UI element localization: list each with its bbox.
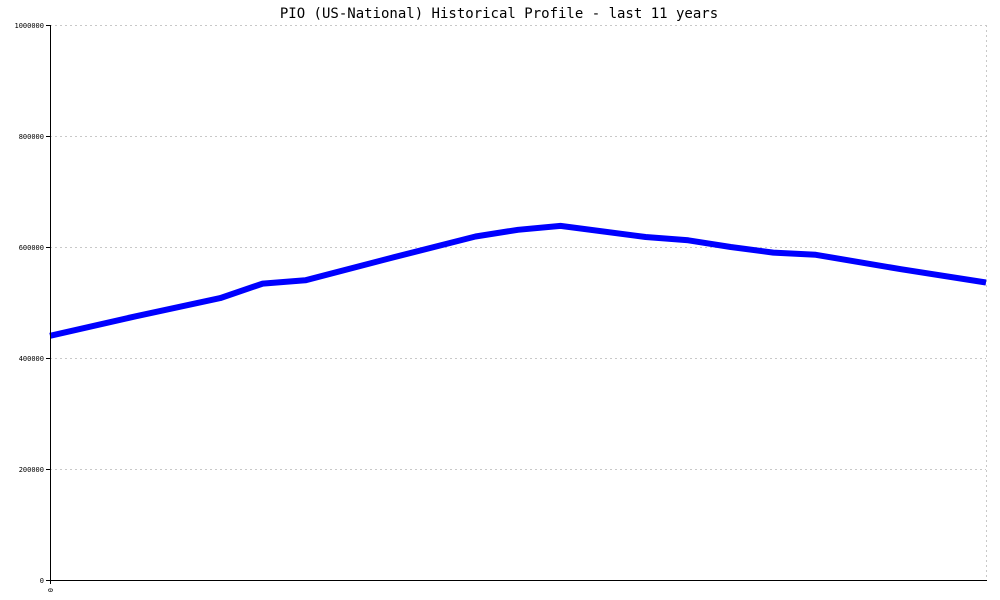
series-lines — [49, 222, 987, 339]
gridlines — [50, 25, 987, 580]
y-tick-label: 0 — [40, 577, 44, 585]
y-tick-label: 1000000 — [14, 22, 44, 30]
y-axis-ticks: 0 200000 400000 600000 800000 1000000 — [14, 22, 50, 585]
axes: 0 — [47, 25, 987, 592]
x-tick-label: 0 — [47, 588, 55, 592]
y-tick-label: 200000 — [19, 466, 44, 474]
y-tick-label: 400000 — [19, 355, 44, 363]
y-tick-label: 600000 — [19, 244, 44, 252]
y-tick-label: 800000 — [19, 133, 44, 141]
series-line — [49, 222, 987, 339]
chart-title: PIO (US-National) Historical Profile - l… — [280, 6, 718, 22]
